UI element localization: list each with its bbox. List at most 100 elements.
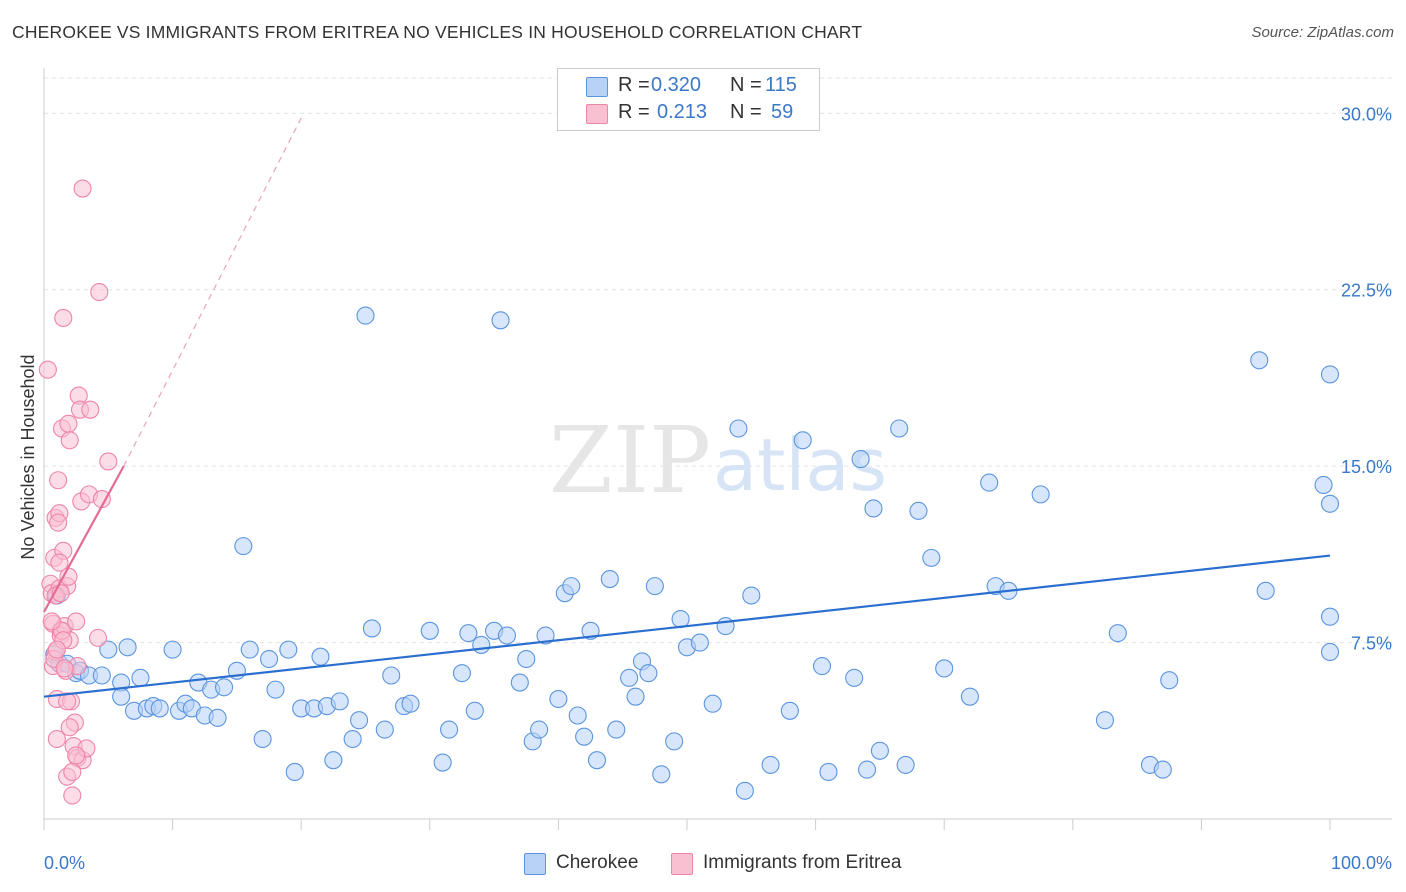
cherokee-point bbox=[1031, 485, 1050, 504]
cherokee-point bbox=[742, 586, 761, 605]
eritrea-trend-extension bbox=[123, 117, 302, 467]
watermark: ZIP atlas bbox=[549, 407, 887, 514]
eritrea-point bbox=[63, 786, 82, 805]
cherokee-point bbox=[890, 419, 909, 438]
cherokee-point bbox=[549, 689, 568, 709]
legend-n-value: 59 bbox=[771, 101, 794, 123]
eritrea-point bbox=[99, 452, 118, 471]
eritrea-legend-swatch-icon bbox=[671, 853, 693, 875]
cherokee-point bbox=[568, 706, 587, 725]
cherokee-point bbox=[607, 720, 626, 739]
cherokee-point bbox=[671, 609, 690, 629]
y-tick-label-1: 15.0% bbox=[1341, 457, 1392, 477]
eritrea-legend-label: Immigrants from Eritrea bbox=[703, 852, 902, 873]
cherokee-swatch-icon bbox=[586, 77, 608, 97]
eritrea-point bbox=[67, 612, 86, 631]
cherokee-point bbox=[266, 680, 285, 699]
y-tick-labels: 7.5% 15.0% 22.5% 30.0% bbox=[1341, 104, 1392, 653]
cherokee-point bbox=[780, 701, 799, 720]
eritrea-point bbox=[54, 308, 73, 327]
cherokee-point bbox=[118, 638, 137, 657]
cherokee-point bbox=[819, 762, 838, 782]
cherokee-point bbox=[510, 673, 529, 692]
cherokee-point bbox=[234, 537, 253, 556]
cherokee-point bbox=[620, 668, 639, 687]
cherokee-point bbox=[253, 729, 272, 749]
source-label: Source: ZipAtlas.com bbox=[1251, 24, 1394, 41]
cherokee-point bbox=[259, 649, 279, 669]
trend-lines bbox=[43, 117, 1331, 698]
cherokee-point bbox=[375, 720, 394, 739]
legend-r-value: 0.320 bbox=[651, 74, 702, 96]
cherokee-point bbox=[1153, 760, 1172, 779]
cherokee-point bbox=[857, 760, 877, 779]
cherokee-point bbox=[1314, 475, 1333, 495]
cherokee-point bbox=[645, 577, 664, 596]
cherokee-point bbox=[600, 570, 619, 589]
cherokee-point bbox=[935, 659, 954, 678]
y-tick-label-3: 30.0% bbox=[1341, 104, 1392, 124]
cherokee-point bbox=[793, 431, 812, 450]
cherokee-point bbox=[350, 711, 369, 730]
cherokee-point bbox=[285, 762, 304, 782]
cherokee-point bbox=[703, 694, 722, 713]
cherokee-point bbox=[1256, 581, 1275, 600]
eritrea-point bbox=[73, 179, 92, 198]
eritrea-point bbox=[59, 414, 78, 433]
series-cherokee-points bbox=[45, 306, 1340, 800]
cherokee-point bbox=[980, 473, 999, 492]
cherokee-point bbox=[517, 649, 536, 669]
eritrea-point bbox=[88, 628, 108, 647]
cherokee-point bbox=[1250, 351, 1269, 370]
legend-n-label: N = bbox=[730, 74, 762, 96]
y-tick-label-0: 7.5% bbox=[1351, 634, 1392, 654]
cherokee-legend-swatch-icon bbox=[524, 853, 546, 875]
cherokee-point bbox=[362, 619, 381, 638]
x-tick-label-0: 0.0% bbox=[44, 853, 85, 873]
cherokee-point bbox=[1320, 494, 1340, 513]
cherokee-point bbox=[665, 732, 684, 751]
cherokee-point bbox=[497, 626, 517, 645]
eritrea-trend-line bbox=[43, 465, 125, 613]
cherokee-point bbox=[845, 668, 864, 687]
cherokee-point bbox=[440, 720, 459, 739]
cherokee-point bbox=[131, 668, 150, 687]
eritrea-point bbox=[60, 718, 79, 737]
cherokee-point bbox=[92, 666, 111, 685]
cherokee-point bbox=[240, 640, 259, 659]
cherokee-point bbox=[909, 501, 928, 520]
cherokee-point bbox=[420, 621, 439, 640]
cherokee-point bbox=[575, 727, 594, 746]
cherokee-point bbox=[864, 499, 883, 518]
x-tick-label-1: 100.0% bbox=[1331, 853, 1392, 873]
cherokee-point bbox=[324, 751, 343, 770]
y-axis-label: No Vehicles in Household bbox=[18, 354, 38, 559]
cherokee-point bbox=[214, 678, 234, 697]
legend-r-label: R = bbox=[618, 101, 650, 123]
chart-title: CHEROKEE VS IMMIGRANTS FROM ERITREA NO V… bbox=[12, 22, 863, 42]
cherokee-trend-line bbox=[43, 554, 1331, 698]
cherokee-point bbox=[491, 311, 510, 330]
eritrea-point bbox=[42, 612, 61, 631]
eritrea-swatch-icon bbox=[586, 104, 608, 124]
cherokee-point bbox=[1160, 671, 1179, 690]
cherokee-point bbox=[922, 548, 941, 567]
cherokee-point bbox=[536, 626, 555, 645]
legend-n-label: N = bbox=[730, 101, 762, 123]
cherokee-point bbox=[1320, 642, 1340, 662]
cherokee-point bbox=[581, 621, 600, 640]
eritrea-point bbox=[67, 746, 86, 765]
legend-r-label: R = bbox=[618, 74, 650, 96]
cherokee-point bbox=[690, 633, 709, 652]
cherokee-point bbox=[896, 755, 915, 774]
cherokee-point bbox=[1320, 365, 1340, 384]
cherokee-point bbox=[1320, 607, 1340, 626]
watermark-zip: ZIP bbox=[549, 407, 711, 514]
eritrea-point bbox=[81, 400, 100, 419]
eritrea-point bbox=[50, 553, 69, 572]
cherokee-point bbox=[472, 635, 491, 654]
eritrea-point bbox=[90, 283, 109, 302]
cherokee-point bbox=[626, 687, 645, 706]
eritrea-point bbox=[63, 762, 82, 782]
